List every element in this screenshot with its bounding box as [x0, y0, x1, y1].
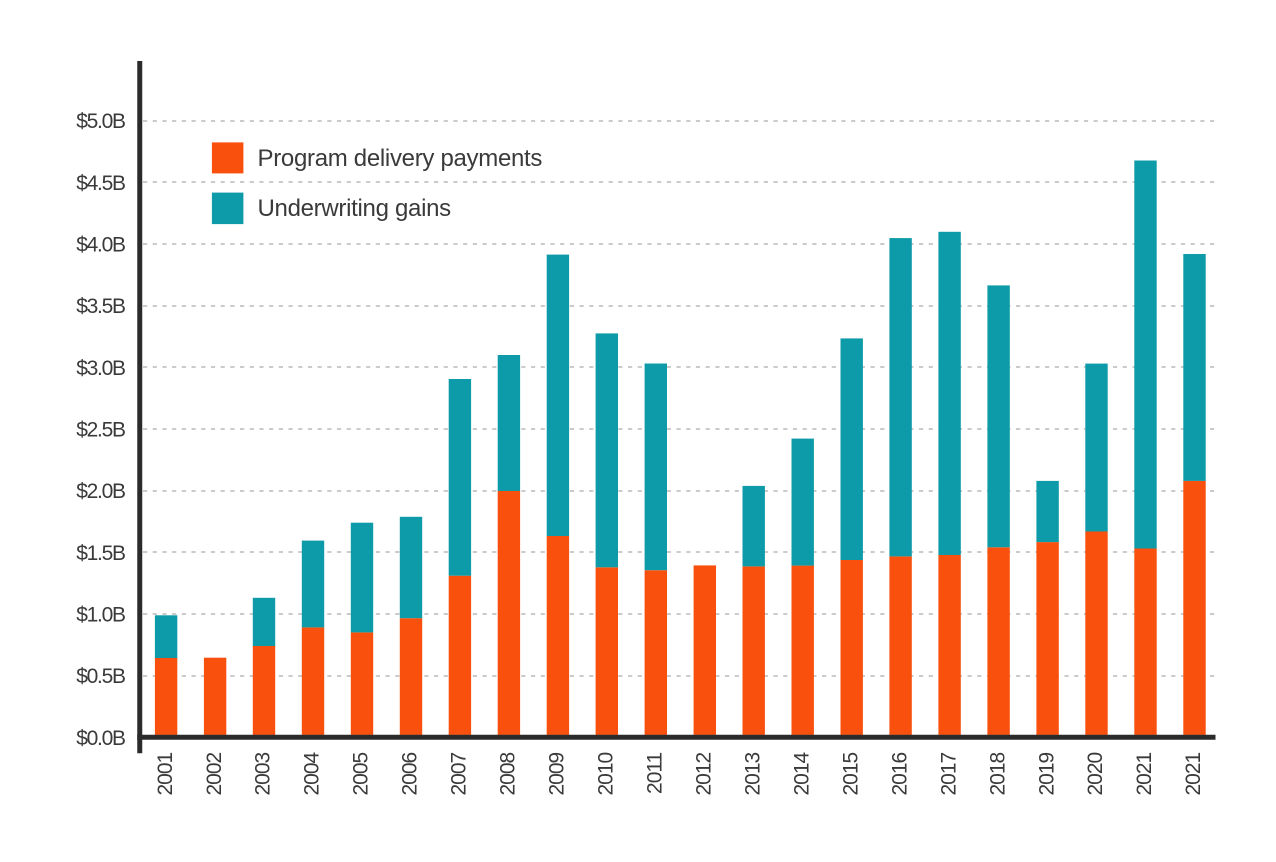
svg-text:2010: 2010 [595, 752, 618, 795]
svg-text:$2.5B: $2.5B [76, 419, 125, 442]
svg-text:2001: 2001 [154, 752, 177, 795]
svg-text:2011: 2011 [644, 752, 667, 793]
svg-text:2002: 2002 [203, 752, 226, 795]
svg-text:2016: 2016 [888, 752, 911, 795]
svg-text:Program delivery payments: Program delivery payments [258, 145, 543, 172]
svg-text:2006: 2006 [399, 752, 422, 795]
svg-text:2012: 2012 [693, 752, 716, 795]
svg-text:2013: 2013 [741, 752, 764, 795]
svg-text:2003: 2003 [252, 752, 275, 795]
svg-text:2004: 2004 [301, 751, 324, 795]
svg-text:$3.0B: $3.0B [76, 357, 125, 380]
svg-text:$1.0B: $1.0B [76, 604, 125, 627]
svg-text:Underwriting gains: Underwriting gains [258, 195, 452, 222]
svg-text:2017: 2017 [937, 752, 960, 795]
svg-text:2008: 2008 [497, 752, 520, 795]
svg-text:$0.0B: $0.0B [76, 727, 125, 750]
svg-text:2020: 2020 [1084, 752, 1107, 795]
svg-text:$3.5B: $3.5B [76, 295, 125, 318]
svg-text:2005: 2005 [350, 752, 373, 795]
svg-text:$4.0B: $4.0B [76, 234, 125, 257]
svg-text:2007: 2007 [448, 752, 471, 795]
svg-text:2021: 2021 [1182, 752, 1205, 795]
svg-text:$5.0B: $5.0B [76, 110, 125, 133]
svg-text:$1.5B: $1.5B [76, 542, 125, 565]
svg-text:$0.5B: $0.5B [76, 665, 125, 688]
svg-text:2014: 2014 [790, 751, 813, 795]
svg-text:2019: 2019 [1035, 752, 1058, 795]
svg-text:2018: 2018 [986, 752, 1009, 795]
svg-text:2021: 2021 [1133, 752, 1156, 795]
svg-text:$4.5B: $4.5B [76, 172, 125, 195]
svg-text:2009: 2009 [546, 752, 569, 795]
svg-text:2015: 2015 [839, 752, 862, 795]
svg-text:$2.0B: $2.0B [76, 480, 125, 503]
